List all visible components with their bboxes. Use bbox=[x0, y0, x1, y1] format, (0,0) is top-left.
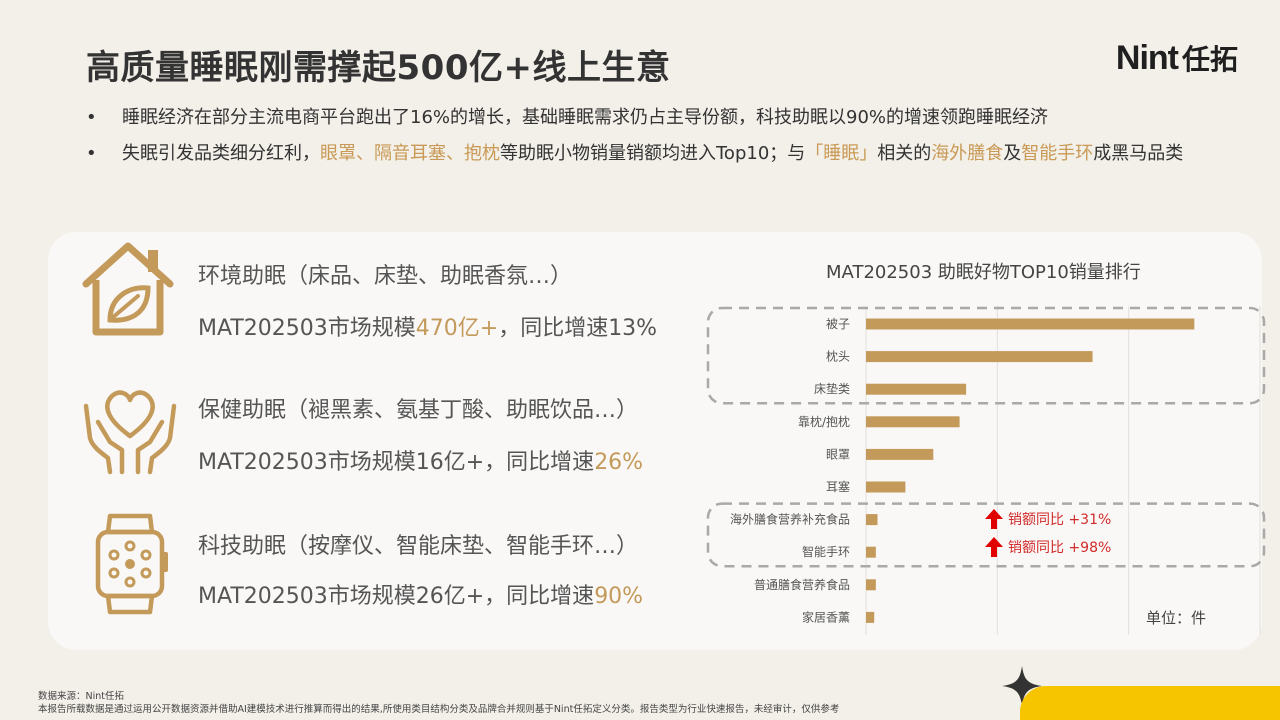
category-tick-label: 枕头 bbox=[826, 349, 850, 364]
unit-label: 单位：件 bbox=[1146, 609, 1207, 627]
bullet-list: • 睡眠经济在部分主流电商平台跑出了16%的增长，基础睡眠需求仍占主导份额，科技… bbox=[86, 100, 1256, 172]
highlight-box-darkhorse bbox=[706, 502, 1266, 568]
category-tick-label: 耳塞 bbox=[826, 479, 850, 494]
bar bbox=[866, 611, 875, 623]
sales-growth-note: 销额同比 +31% bbox=[984, 508, 1111, 530]
bullet-item: • 睡眠经济在部分主流电商平台跑出了16%的增长，基础睡眠需求仍占主导份额，科技… bbox=[86, 100, 1256, 136]
category-tick-label: 智能手环 bbox=[802, 544, 850, 559]
up-arrow-icon bbox=[985, 537, 1003, 557]
brand-logo: Nint 任拓 bbox=[1116, 38, 1238, 78]
highlight-box-top3 bbox=[706, 306, 1266, 405]
bar bbox=[866, 416, 960, 428]
up-arrow-icon bbox=[985, 509, 1003, 529]
disclaimer: 本报告所载数据是通过运用公开数据资源并借助AI建模技术进行推算而得出的结果,所使… bbox=[38, 704, 840, 715]
bar bbox=[866, 351, 1093, 363]
bar bbox=[866, 318, 1195, 330]
category-tick-label: 普通膳食营养食品 bbox=[754, 577, 850, 592]
category-name: 环境助眠（床品、床垫、助眠香氛…） bbox=[198, 264, 573, 289]
sales-growth-note: 销额同比 +98% bbox=[984, 536, 1111, 558]
footer-note: 数据来源：Nint任拓 本报告所载数据是通过运用公开数据资源并借助AI建模技术进… bbox=[38, 690, 839, 716]
category-market: MAT202503市场规模26亿+，同比增速90% bbox=[198, 584, 644, 609]
logo-cn: 任拓 bbox=[1181, 44, 1238, 75]
data-source: 数据来源：Nint任拓 bbox=[38, 691, 124, 702]
bar bbox=[866, 546, 876, 558]
category-market: MAT202503市场规模16亿+，同比增速26% bbox=[198, 450, 644, 475]
logo-latin: Nint bbox=[1115, 39, 1179, 77]
category-tick-label: 靠枕/抱枕 bbox=[798, 414, 850, 429]
bar bbox=[866, 579, 876, 591]
hands-heart-icon bbox=[83, 390, 177, 475]
chart-title: MAT202503 助眠好物TOP10销量排行 bbox=[826, 262, 1141, 283]
smartwatch-icon bbox=[95, 513, 168, 615]
category-tick-label: 家居香薰 bbox=[802, 609, 850, 624]
category-market: MAT202503市场规模470亿+，同比增速13% bbox=[198, 316, 658, 341]
house-leaf-icon bbox=[82, 242, 174, 336]
sparkle-icon bbox=[1002, 666, 1042, 706]
category-name: 科技助眠（按摩仪、智能床垫、智能手环…） bbox=[198, 534, 639, 559]
category-tick-label: 被子 bbox=[826, 317, 850, 331]
bar bbox=[866, 481, 906, 493]
corner-decoration bbox=[1020, 686, 1280, 720]
bar bbox=[866, 448, 934, 460]
bullet-item: • 失眠引发品类细分红利，眼罩、隔音耳塞、抱枕等助眠小物销量销额均进入Top10… bbox=[86, 136, 1256, 172]
bar-chart: 被子枕头床垫类靠枕/抱枕眼罩耳塞海外膳食营养补充食品智能手环普通膳食营养食品家居… bbox=[706, 306, 1266, 635]
bar bbox=[866, 514, 878, 526]
bullet-text-2: 失眠引发品类细分红利，眼罩、隔音耳塞、抱枕等助眠小物销量销额均进入Top10；与… bbox=[122, 143, 1184, 164]
bullet-text-1: 睡眠经济在部分主流电商平台跑出了16%的增长，基础睡眠需求仍占主导份额，科技助眠… bbox=[122, 107, 1049, 128]
category-name: 保健助眠（褪黑素、氨基丁酸、助眠饮品…） bbox=[198, 398, 639, 423]
content-panel bbox=[48, 232, 1262, 650]
category-tick-label: 床垫类 bbox=[814, 381, 850, 396]
category-tick-label: 海外膳食营养补充食品 bbox=[730, 512, 850, 527]
page-title: 高质量睡眠刚需撑起500亿+线上生意 bbox=[86, 48, 671, 88]
category-tick-label: 眼罩 bbox=[826, 447, 850, 461]
bar bbox=[866, 383, 967, 395]
